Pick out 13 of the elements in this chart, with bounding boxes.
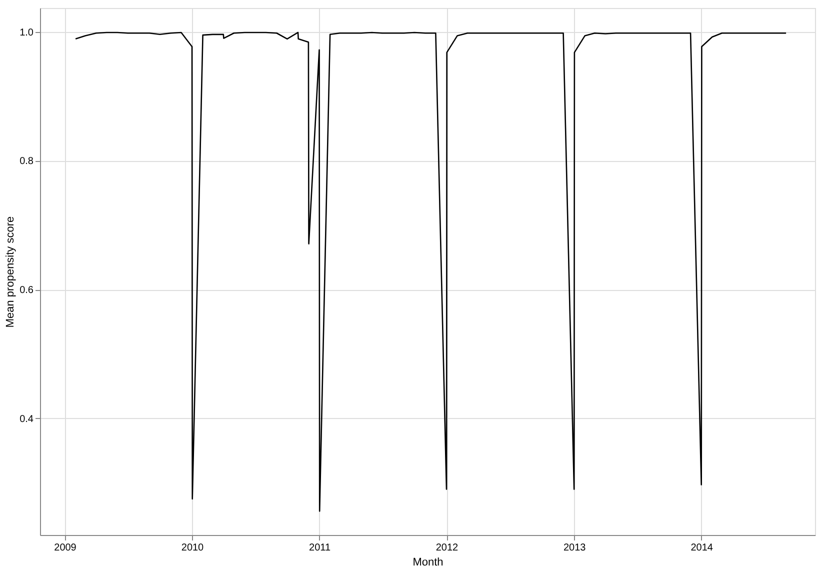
x-axis-title: Month [412, 556, 444, 568]
y-tick-label: 1.0 [20, 27, 34, 38]
x-tick-label: 2014 [690, 542, 714, 554]
y-tick-label: 0.4 [20, 414, 34, 425]
y-axis-title: Mean propensity score [4, 216, 17, 328]
x-tick-label: 2011 [308, 542, 331, 554]
x-tick-label: 2009 [54, 542, 77, 554]
x-tick-label: 2013 [563, 542, 586, 554]
y-tick-label: 0.6 [20, 285, 34, 296]
x-tick-label: 2012 [436, 542, 459, 554]
y-tick-label: 0.8 [20, 156, 34, 168]
line-series [74, 32, 787, 512]
x-tick-label: 2010 [181, 542, 204, 554]
